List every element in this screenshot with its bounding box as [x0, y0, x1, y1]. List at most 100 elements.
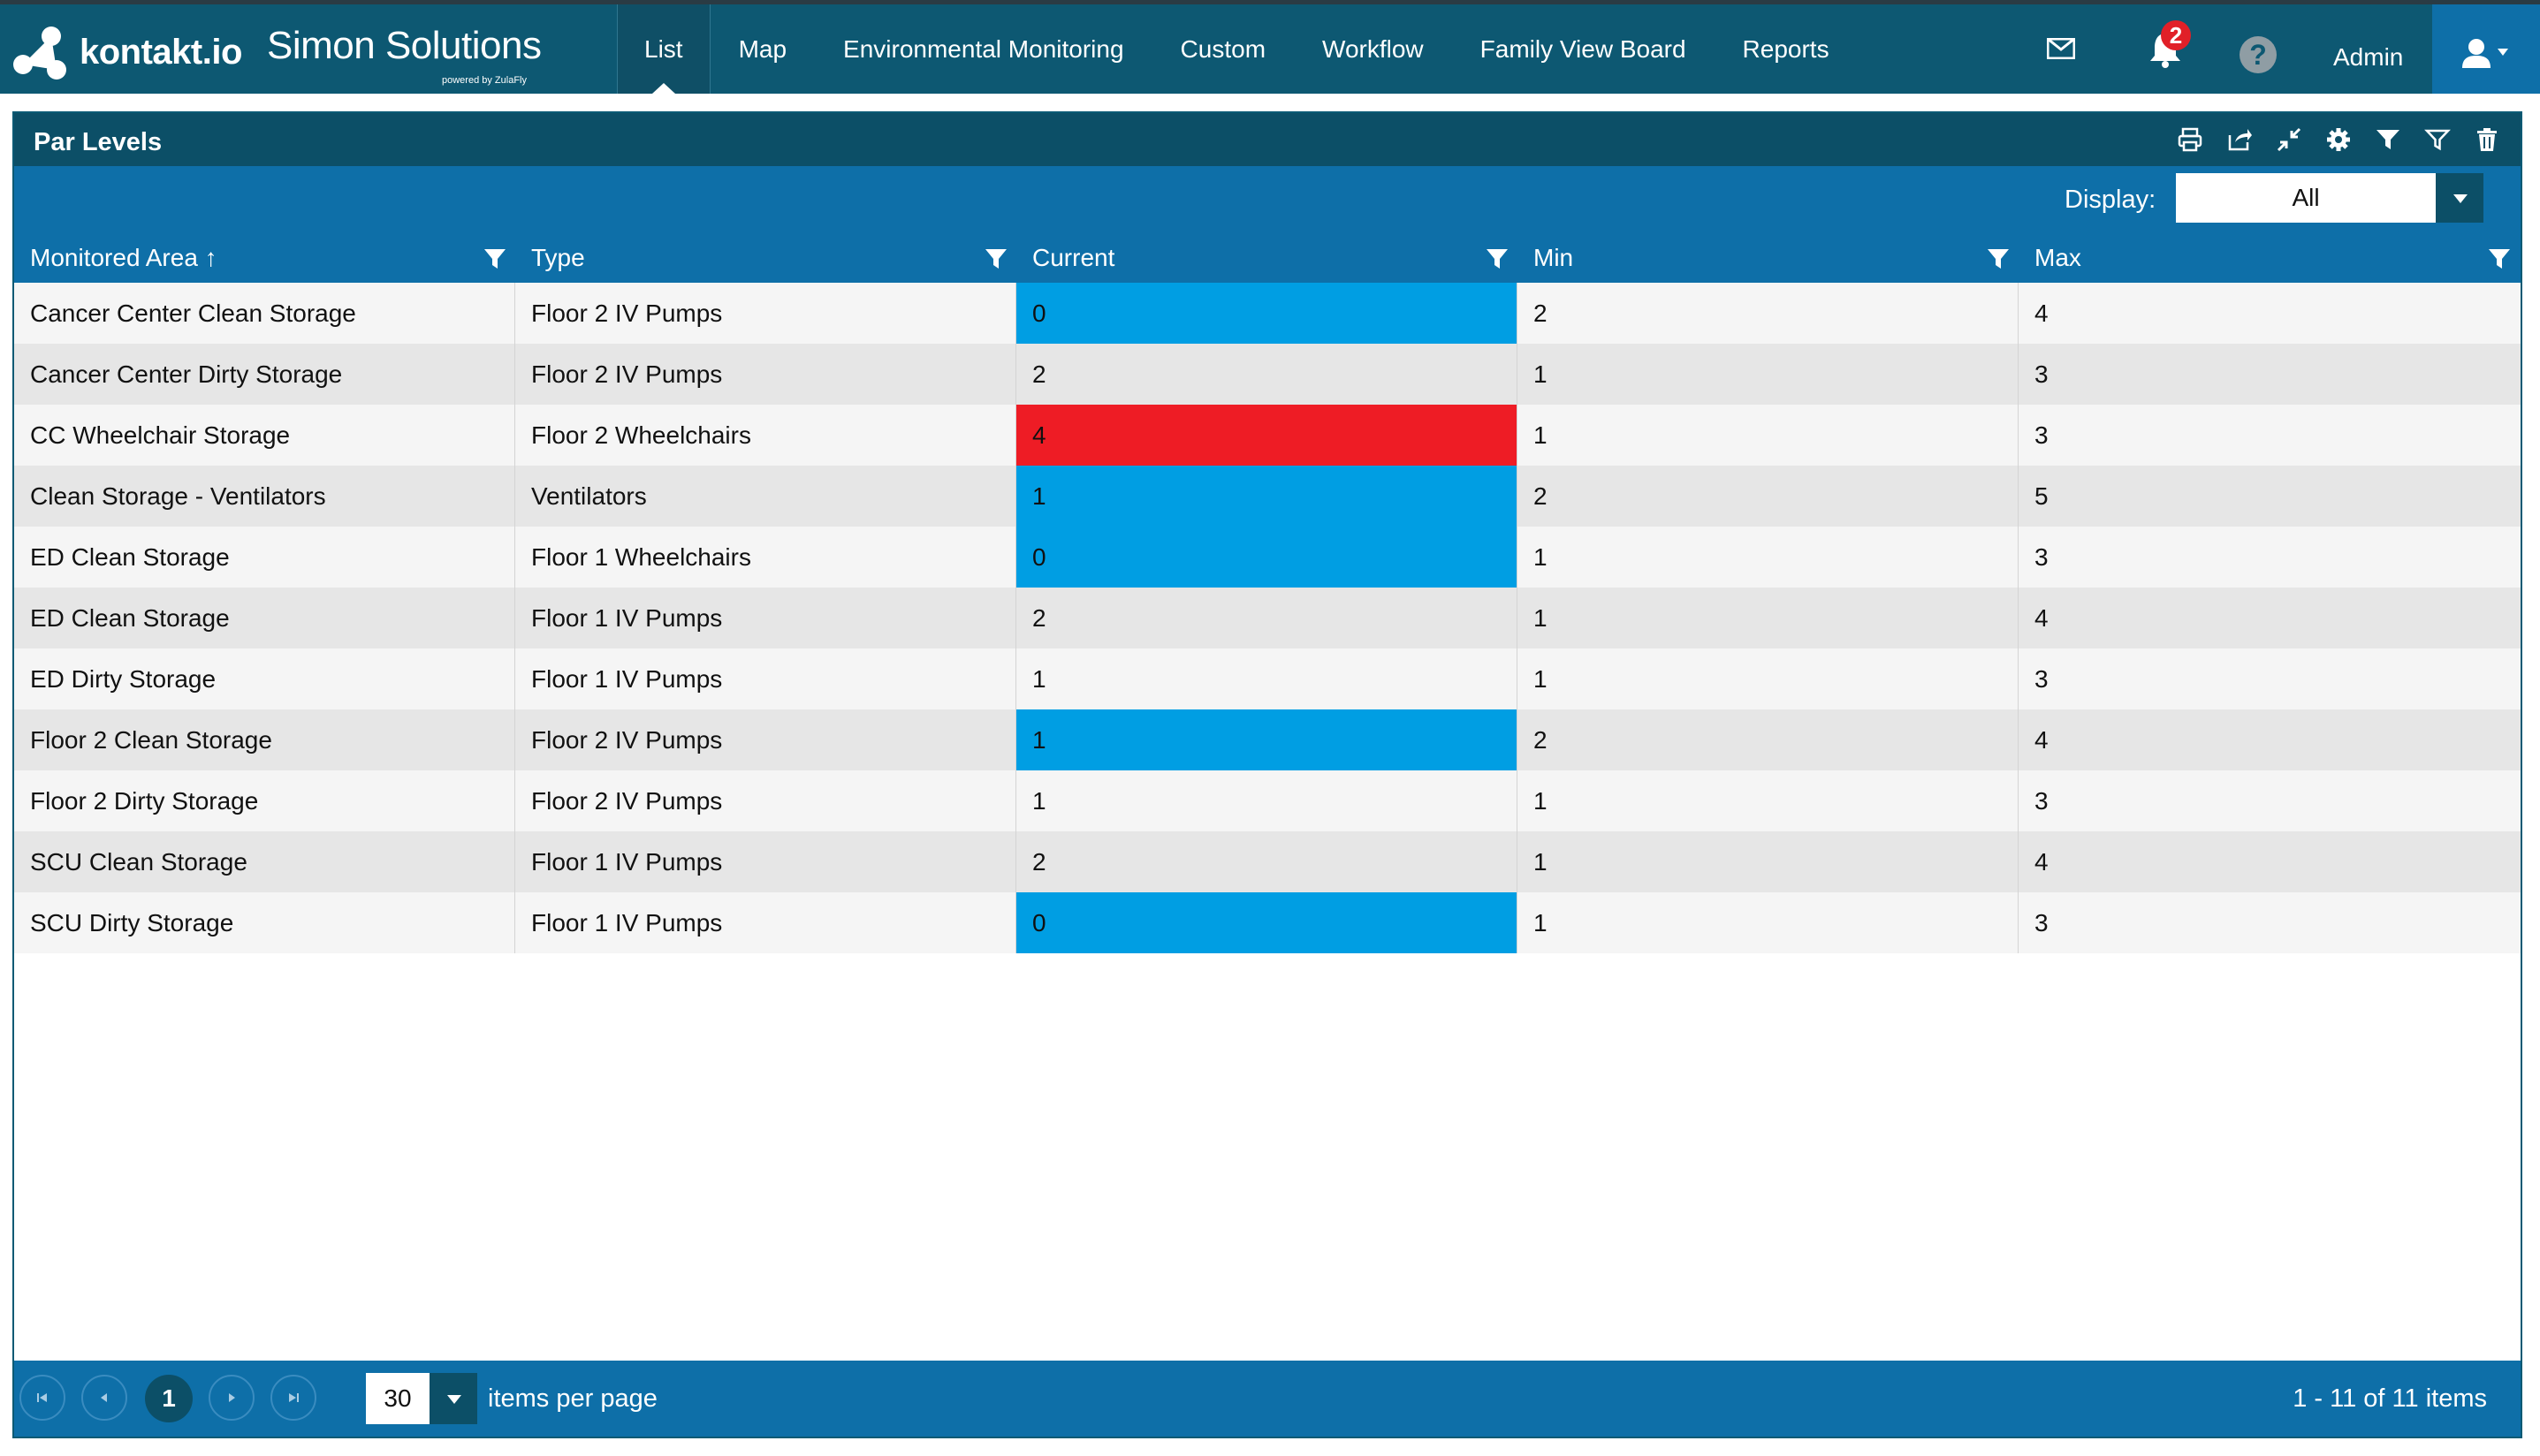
table-row[interactable]: Cancer Center Dirty Storage Floor 2 IV Pu… [14, 344, 2521, 405]
cell-max: 4 [2034, 848, 2049, 876]
first-page-icon [37, 1393, 47, 1402]
column-header-label: Type [531, 244, 585, 271]
cell-type: Floor 2 Wheelchairs [515, 405, 1016, 466]
table-row[interactable]: CC Wheelchair Storage Floor 2 Wheelchairs… [14, 405, 2521, 466]
next-page-button[interactable] [209, 1375, 255, 1421]
filter-icon[interactable] [483, 247, 506, 270]
par-levels-panel: Par Levels Display [12, 111, 2522, 1438]
column-header-current[interactable]: Current [1016, 233, 1517, 283]
cell-min: 1 [1517, 770, 2019, 831]
previous-page-icon [101, 1393, 107, 1402]
cell-min: 1 [1517, 588, 2019, 648]
table-row[interactable]: ED Clean Storage Floor 1 Wheelchairs 0 1 3 [14, 527, 2521, 588]
grid-body: Cancer Center Clean Storage Floor 2 IV Pu… [14, 283, 2521, 953]
chevron-down-icon[interactable] [2436, 173, 2483, 223]
panel-toolbar [2174, 124, 2503, 155]
next-page-icon [229, 1393, 235, 1402]
page-size-label: items per page [488, 1384, 658, 1413]
grid-header: Monitored Area ↑ Type Current Min Max [14, 233, 2521, 283]
trash-icon[interactable] [2471, 124, 2503, 155]
nav-tab-environmental-monitoring[interactable]: Environmental Monitoring [843, 35, 1124, 63]
cell-max: 4 [2034, 726, 2049, 754]
cell-max: 3 [2034, 665, 2049, 693]
cell-min: 1 [1517, 344, 2019, 405]
column-header-monitored-area[interactable]: Monitored Area ↑ [14, 233, 515, 283]
cell-type: Floor 1 IV Pumps [515, 892, 1016, 953]
kontakt-logo-icon [13, 27, 66, 80]
gear-icon[interactable] [2323, 124, 2354, 155]
table-row[interactable]: SCU Clean Storage Floor 1 IV Pumps 2 1 4 [14, 831, 2521, 892]
cell-min: 1 [1517, 892, 2019, 953]
previous-page-button[interactable] [81, 1375, 127, 1421]
cell-max: 4 [2034, 300, 2049, 327]
kontakt-logo[interactable]: kontakt.io [11, 20, 242, 84]
nav-tab-family-view-board[interactable]: Family View Board [1479, 35, 1686, 63]
cell-monitored-area: Floor 2 Clean Storage [14, 709, 515, 770]
cell-current: 2 [1016, 588, 1517, 648]
table-row[interactable]: ED Dirty Storage Floor 1 IV Pumps 1 1 3 [14, 648, 2521, 709]
cell-monitored-area: SCU Dirty Storage [14, 892, 515, 953]
display-dropdown[interactable]: All [2176, 173, 2483, 223]
cell-monitored-area: CC Wheelchair Storage [14, 405, 515, 466]
collapse-icon[interactable] [2273, 124, 2305, 155]
cell-max: 3 [2034, 543, 2049, 571]
mail-icon[interactable] [2047, 38, 2075, 59]
column-header-label: Max [2034, 244, 2081, 271]
cell-min: 1 [1517, 831, 2019, 892]
column-header-min[interactable]: Min [1517, 233, 2019, 283]
cell-current: 1 [1016, 770, 1517, 831]
last-page-icon [289, 1393, 299, 1402]
filter-icon[interactable] [2488, 247, 2511, 270]
column-header-label: Current [1032, 244, 1115, 271]
table-row[interactable]: Floor 2 Clean Storage Floor 2 IV Pumps 1 2 4 [14, 709, 2521, 770]
brand-tagline: powered by ZulaFly [442, 75, 527, 86]
panel-title: Par Levels [34, 128, 163, 156]
top-navigation-bar: kontakt.io Simon Solutions powered by Zu… [0, 0, 2540, 94]
current-page[interactable]: 1 [145, 1375, 193, 1422]
table-row[interactable]: Floor 2 Dirty Storage Floor 2 IV Pumps 1 1 3 [14, 770, 2521, 831]
filter-outline-icon[interactable] [2422, 124, 2453, 155]
cell-min: 1 [1517, 405, 2019, 466]
export-icon[interactable] [2224, 124, 2255, 155]
nav-tab-list[interactable]: List [617, 4, 711, 94]
chevron-down-icon[interactable] [430, 1373, 477, 1424]
column-header-max[interactable]: Max [2019, 233, 2520, 283]
cell-current: 2 [1016, 344, 1517, 405]
cell-min: 2 [1517, 709, 2019, 770]
cell-monitored-area: ED Dirty Storage [14, 648, 515, 709]
nav-tab-reports[interactable]: Reports [1742, 35, 1829, 63]
column-header-label: Min [1533, 244, 1574, 271]
user-menu-button[interactable] [2432, 4, 2540, 94]
last-page-button[interactable] [270, 1375, 316, 1421]
filter-icon[interactable] [2372, 124, 2404, 155]
print-icon[interactable] [2174, 124, 2206, 155]
table-row[interactable]: Clean Storage - Ventilators Ventilators 1 2… [14, 466, 2521, 527]
page-size-dropdown[interactable]: 30 [366, 1373, 477, 1424]
cell-monitored-area: ED Clean Storage [14, 588, 515, 648]
filter-icon[interactable] [985, 247, 1008, 270]
cell-monitored-area: ED Clean Storage [14, 527, 515, 588]
cell-current: 1 [1016, 466, 1517, 527]
filter-icon[interactable] [1987, 247, 2010, 270]
help-icon[interactable]: ? [2240, 36, 2277, 73]
notification-count-badge: 2 [2161, 20, 2191, 50]
cell-type: Floor 2 IV Pumps [515, 709, 1016, 770]
cell-max: 5 [2034, 482, 2049, 510]
table-row[interactable]: ED Clean Storage Floor 1 IV Pumps 2 1 4 [14, 588, 2521, 648]
cell-current: 4 [1016, 405, 1517, 466]
user-name: Admin [2333, 43, 2404, 71]
nav-tab-map[interactable]: Map [738, 35, 787, 63]
pager: 1 30 items per page 1 - 11 of 11 items [14, 1361, 2521, 1437]
filter-icon[interactable] [1486, 247, 1509, 270]
nav-tab-custom[interactable]: Custom [1180, 35, 1266, 63]
first-page-button[interactable] [19, 1375, 65, 1421]
panel-header: Par Levels [14, 113, 2521, 166]
user-icon [2462, 39, 2508, 68]
nav-tab-workflow[interactable]: Workflow [1322, 35, 1424, 63]
table-row[interactable]: SCU Dirty Storage Floor 1 IV Pumps 0 1 3 [14, 892, 2521, 953]
cell-monitored-area: Clean Storage - Ventilators [14, 466, 515, 527]
column-header-type[interactable]: Type [515, 233, 1016, 283]
cell-current: 0 [1016, 527, 1517, 588]
table-row[interactable]: Cancer Center Clean Storage Floor 2 IV Pu… [14, 283, 2521, 344]
cell-type: Floor 1 Wheelchairs [515, 527, 1016, 588]
